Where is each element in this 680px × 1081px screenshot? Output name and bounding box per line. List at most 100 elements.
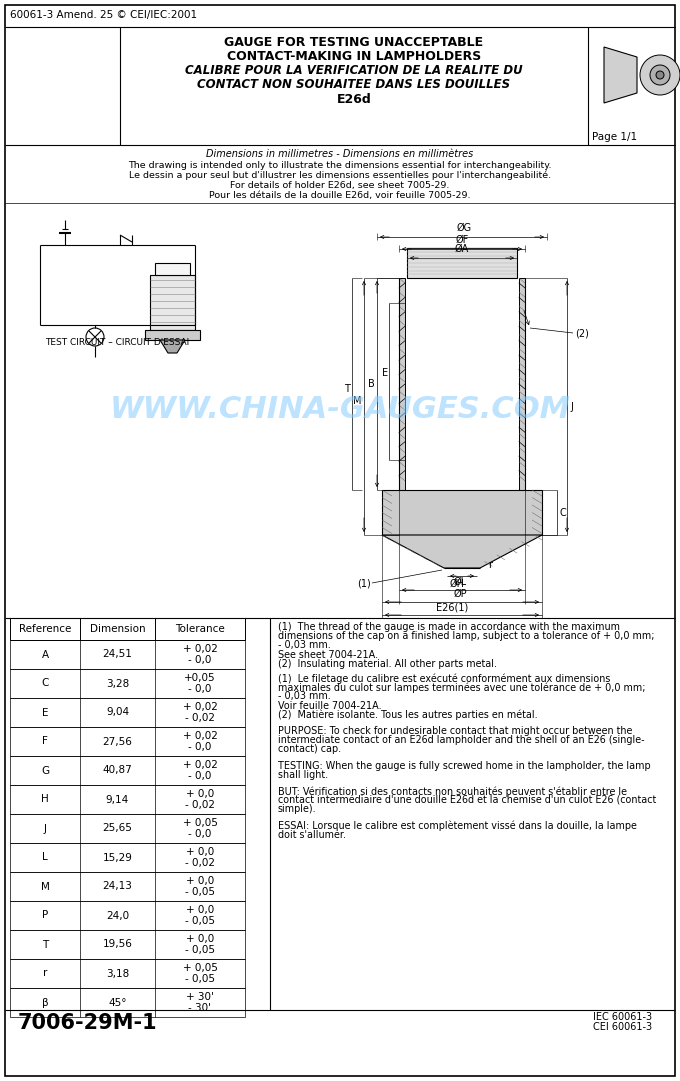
Bar [10,756,245,785]
Text: B: B [369,379,375,389]
Text: (1)  Le filetage du calibre est exécuté conformément aux dimensions: (1) Le filetage du calibre est exécuté c… [278,673,611,683]
Text: + 30'
- 30': + 30' - 30' [186,991,214,1013]
Text: ØH: ØH [449,579,464,589]
Circle shape [650,65,670,85]
Text: + 0,02
- 0,0: + 0,02 - 0,0 [182,731,218,752]
Text: A: A [41,650,48,659]
Text: 9,04: 9,04 [106,707,129,718]
Text: BUT: Vérification si des contacts non souhaités peuvent s'établir entre le: BUT: Vérification si des contacts non so… [278,786,627,797]
Text: + 0,0
- 0,05: + 0,0 - 0,05 [185,934,215,956]
Polygon shape [604,46,637,103]
Text: (1)  The thread of the gauge is made in accordance with the maximum: (1) The thread of the gauge is made in a… [278,622,620,632]
Text: L: L [42,853,48,863]
Text: P: P [42,910,48,921]
Text: GAUGE FOR TESTING UNACCEPTABLE: GAUGE FOR TESTING UNACCEPTABLE [224,36,483,49]
Text: ØF: ØF [456,235,469,245]
Text: CALIBRE POUR LA VERIFICATION DE LA REALITE DU: CALIBRE POUR LA VERIFICATION DE LA REALI… [185,64,523,77]
Polygon shape [407,248,517,278]
Bar [10,785,245,814]
Text: T: T [344,384,350,393]
Bar [155,263,190,275]
Text: + 0,05
- 0,05: + 0,05 - 0,05 [182,963,218,985]
Text: IEC 60061-3: IEC 60061-3 [593,1012,652,1022]
Text: simple).: simple). [278,804,317,814]
Bar [145,330,200,341]
Text: Pour les détails de la douille E26d, voir feuille 7005-29.: Pour les détails de la douille E26d, voi… [209,191,471,200]
Circle shape [640,55,680,95]
Polygon shape [160,341,185,353]
Text: (2)  Matière isolante. Tous les autres parties en métal.: (2) Matière isolante. Tous les autres pa… [278,710,538,720]
Text: T: T [42,939,48,949]
Text: 45°: 45° [108,998,126,1007]
Text: Voir feuille 7004-21A.: Voir feuille 7004-21A. [278,700,381,710]
Text: contact) cap.: contact) cap. [278,745,341,755]
Text: 24,51: 24,51 [103,650,133,659]
Text: 27,56: 27,56 [103,736,133,747]
Circle shape [86,328,104,346]
Bar [10,728,245,756]
Text: 9,14: 9,14 [106,795,129,804]
Text: F: F [42,736,48,747]
Text: See sheet 7004-21A.: See sheet 7004-21A. [278,650,378,659]
Text: TEST CIRCUIT – CIRCUIT D'ESSAI: TEST CIRCUIT – CIRCUIT D'ESSAI [45,338,189,347]
Bar [10,959,245,988]
Text: 7006-29M-1: 7006-29M-1 [18,1013,158,1033]
Text: r: r [43,969,47,978]
Text: + 0,02
- 0,02: + 0,02 - 0,02 [182,702,218,723]
Bar [10,843,245,872]
Text: For details of holder E26d, see sheet 7005-29.: For details of holder E26d, see sheet 70… [231,181,449,190]
Text: Reference: Reference [19,624,71,633]
Text: Dimensions in millimetres - Dimensions en millimètres: Dimensions in millimetres - Dimensions e… [206,149,474,159]
Text: + 0,0
- 0,05: + 0,0 - 0,05 [185,876,215,897]
Text: + 0,0
- 0,02: + 0,0 - 0,02 [185,846,215,868]
Text: + 0,02
- 0,0: + 0,02 - 0,0 [182,643,218,665]
Bar [10,618,245,640]
Text: TESTING: When the gauge is fully screwed home in the lampholder, the lamp: TESTING: When the gauge is fully screwed… [278,761,651,771]
Text: The drawing is intended only to illustrate the dimensions essential for intercha: The drawing is intended only to illustra… [129,161,551,170]
Text: 3,28: 3,28 [106,679,129,689]
Text: contact intermédiaire d'une douille E26d et la chemise d'un culot E26 (contact: contact intermédiaire d'une douille E26d… [278,796,656,805]
Text: CONTACT NON SOUHAITEE DANS LES DOUILLES: CONTACT NON SOUHAITEE DANS LES DOUILLES [197,78,511,91]
Polygon shape [519,278,525,490]
Text: (2): (2) [575,328,589,338]
Bar [150,275,195,330]
Text: 60061-3 Amend. 25 © CEI/IEC:2001: 60061-3 Amend. 25 © CEI/IEC:2001 [10,10,197,21]
Text: r: r [488,560,492,570]
Text: 3,18: 3,18 [106,969,129,978]
Text: ESSAI: Lorsque le calibre est complètement vissé dans la douille, la lampe: ESSAI: Lorsque le calibre est complèteme… [278,820,637,831]
Bar [10,640,245,669]
Text: E26(1): E26(1) [436,602,468,612]
Text: 19,56: 19,56 [103,939,133,949]
Circle shape [656,71,664,79]
Text: C: C [41,679,49,689]
Polygon shape [382,535,542,568]
Text: H: H [41,795,49,804]
Text: PURPOSE: To check for undesirable contact that might occur between the: PURPOSE: To check for undesirable contac… [278,726,632,736]
Text: dimensions of the cap on a finished lamp, subject to a tolerance of + 0,0 mm;: dimensions of the cap on a finished lamp… [278,631,654,641]
Text: CEI 60061-3: CEI 60061-3 [593,1022,652,1032]
Text: M: M [41,881,50,892]
Text: J: J [570,401,573,412]
Bar [10,872,245,900]
Text: (2)  Insulating material. All other parts metal.: (2) Insulating material. All other parts… [278,658,497,669]
Text: + 0,0
- 0,05: + 0,0 - 0,05 [185,905,215,926]
Text: 15,29: 15,29 [103,853,133,863]
Text: ØL: ØL [454,577,466,587]
Text: J: J [44,824,46,833]
Bar [10,930,245,959]
Text: Le dessin a pour seul but d'illustrer les dimensions essentielles pour l'interch: Le dessin a pour seul but d'illustrer le… [129,171,551,181]
Text: E: E [41,707,48,718]
Text: ØP: ØP [453,589,466,599]
Text: β: β [41,998,48,1007]
Text: WWW.CHINA-GAUGES.COM: WWW.CHINA-GAUGES.COM [109,396,571,425]
Text: CONTACT-MAKING IN LAMPHOLDERS: CONTACT-MAKING IN LAMPHOLDERS [227,50,481,63]
Text: - 0,03 mm.: - 0,03 mm. [278,640,330,651]
Bar [10,814,245,843]
Text: 25,65: 25,65 [103,824,133,833]
Text: 40,87: 40,87 [103,765,133,775]
Text: ØG: ØG [456,223,471,233]
Text: 24,0: 24,0 [106,910,129,921]
Text: + 0,02
- 0,0: + 0,02 - 0,0 [182,760,218,782]
Text: M: M [354,397,362,406]
Text: + 0,0
- 0,02: + 0,0 - 0,02 [185,789,215,811]
